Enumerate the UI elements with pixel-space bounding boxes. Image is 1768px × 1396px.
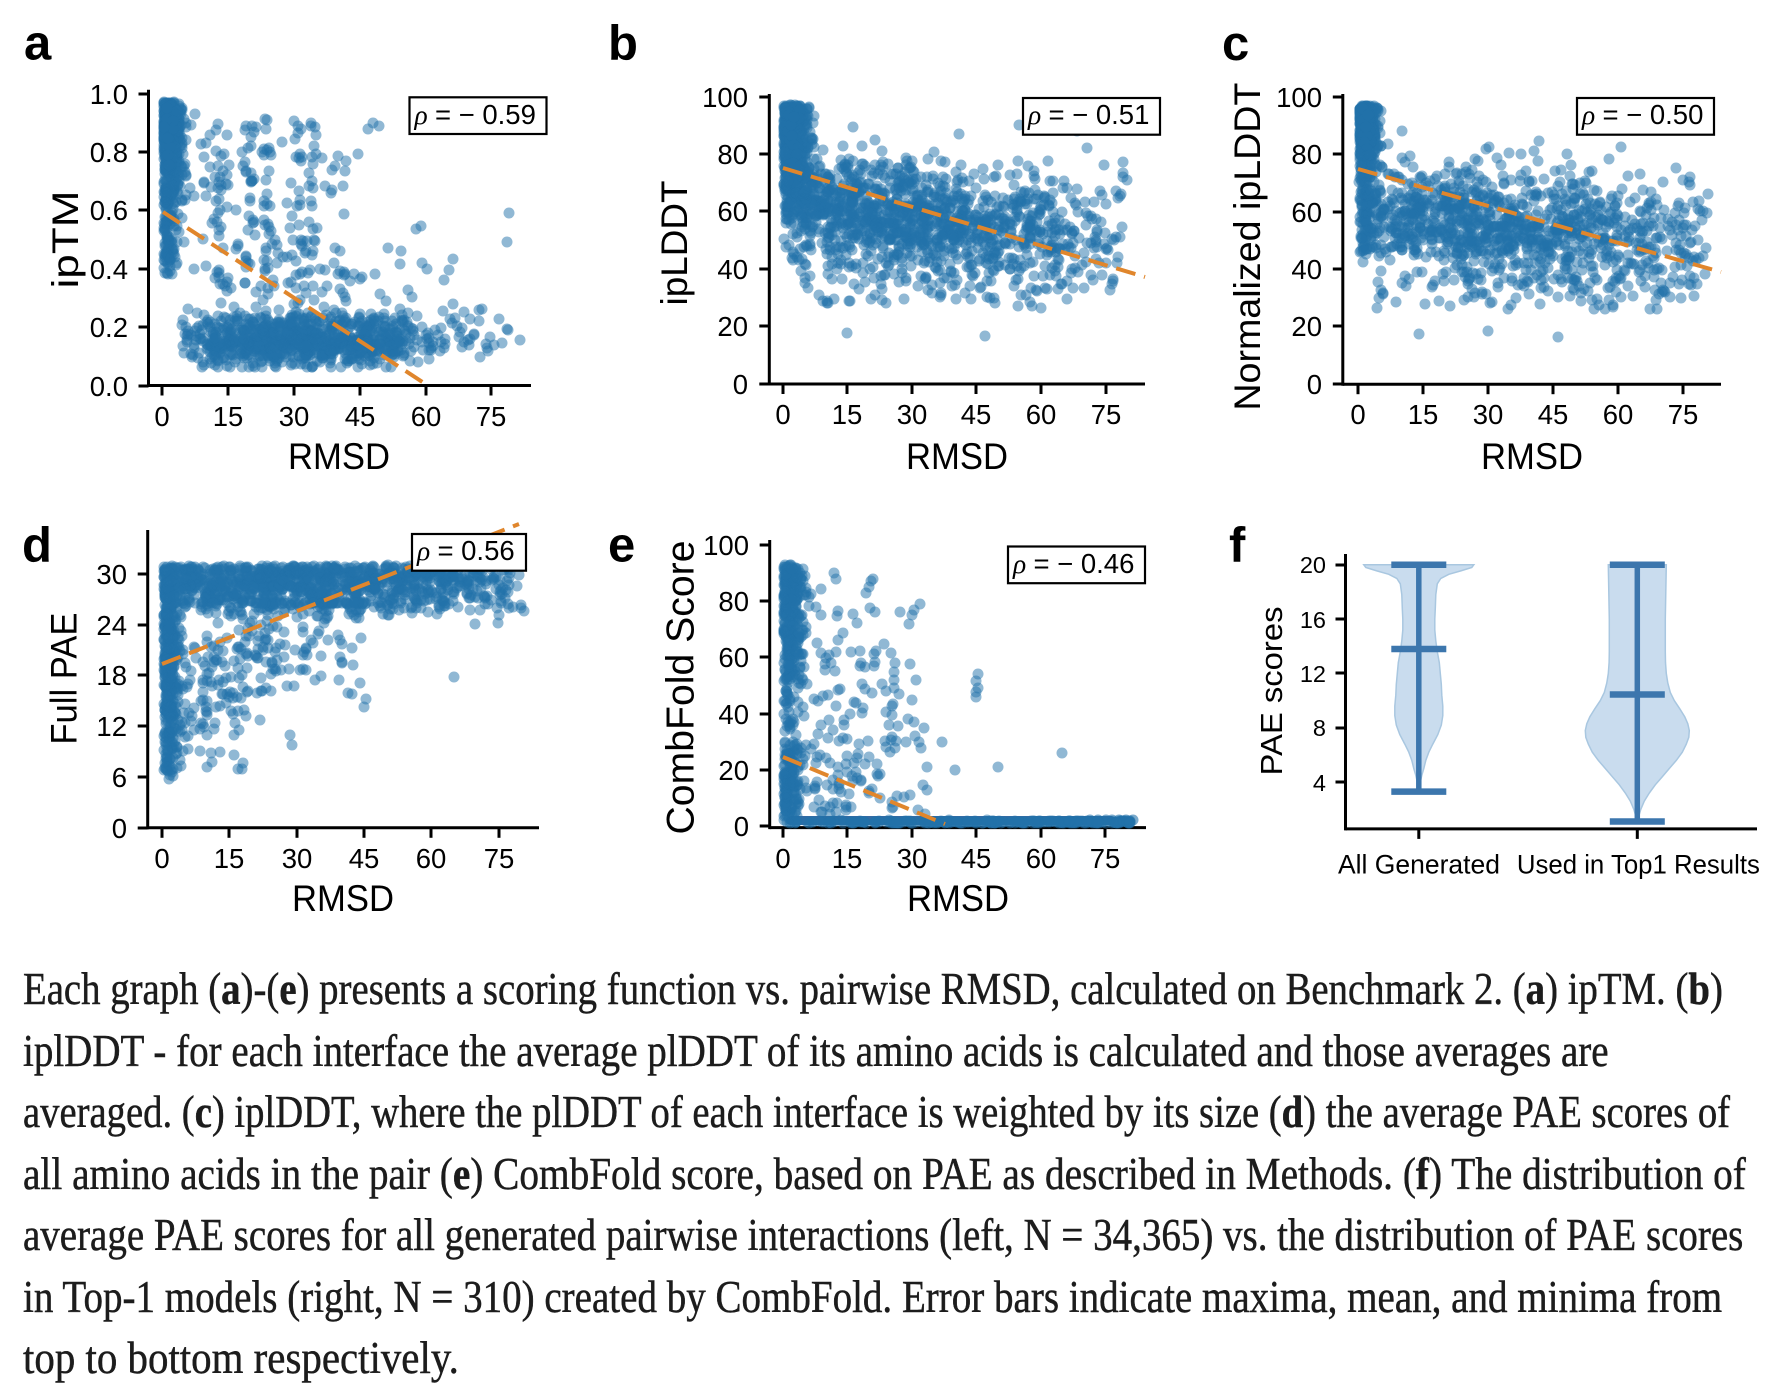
svg-text:ipLDDT: ipLDDT [654,181,695,306]
svg-text:30: 30 [897,399,928,430]
svg-text:0.4: 0.4 [90,254,128,285]
svg-text:0: 0 [733,369,748,400]
svg-text:1.0: 1.0 [90,79,128,110]
svg-text:RMSD: RMSD [906,436,1008,477]
svg-text:b: b [608,17,638,71]
svg-text:75: 75 [1091,399,1122,430]
svg-text:60: 60 [1026,399,1057,430]
svg-text:80: 80 [1291,139,1322,170]
svg-text:100: 100 [702,82,748,113]
svg-text:15: 15 [1408,399,1439,430]
svg-text:Normalized ipLDDT: Normalized ipLDDT [1227,83,1268,411]
svg-text:60: 60 [717,196,748,227]
svg-text:45: 45 [961,399,992,430]
svg-text:45: 45 [345,401,376,432]
svg-text:80: 80 [717,139,748,170]
svg-text:0: 0 [775,399,790,430]
svg-text:ipTM: ipTM [45,191,86,289]
svg-text:20: 20 [717,311,748,342]
svg-text:15: 15 [832,399,863,430]
svg-text:45: 45 [1538,399,1569,430]
svg-text:60: 60 [1291,197,1322,228]
svg-text:100: 100 [1276,82,1322,113]
svg-text:20: 20 [1291,311,1322,342]
svg-text:40: 40 [1291,254,1322,285]
svg-text:75: 75 [1668,399,1699,430]
svg-text:0: 0 [1350,399,1365,430]
svg-text:0.2: 0.2 [90,312,128,343]
svg-text:0: 0 [1307,369,1322,400]
svg-text:30: 30 [279,401,310,432]
svg-text:60: 60 [1603,399,1634,430]
svg-text:RMSD: RMSD [288,436,390,477]
svg-text:c: c [1222,17,1249,71]
svg-text:0: 0 [154,401,169,432]
svg-text:15: 15 [213,401,244,432]
svg-text:0.0: 0.0 [90,371,128,402]
svg-text:75: 75 [476,401,507,432]
svg-text:RMSD: RMSD [1481,436,1583,477]
svg-text:ρ = − 0.51: ρ = − 0.51 [1027,99,1149,130]
svg-text:40: 40 [717,254,748,285]
svg-text:60: 60 [411,401,442,432]
svg-text:30: 30 [1473,399,1504,430]
svg-text:ρ = − 0.59: ρ = − 0.59 [414,99,536,130]
svg-text:0.6: 0.6 [90,195,128,226]
svg-text:a: a [24,17,52,71]
svg-text:0.8: 0.8 [90,137,128,168]
